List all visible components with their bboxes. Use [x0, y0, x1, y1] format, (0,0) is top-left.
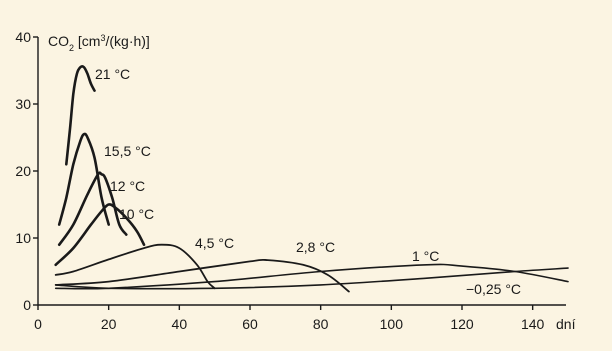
series-label: 10 °C: [119, 206, 154, 222]
x-tick-label: 0: [34, 316, 42, 332]
x-tick-label: 60: [242, 316, 258, 332]
series-label: 2,8 °C: [296, 239, 335, 255]
y-axis-title-part: CO: [48, 33, 69, 49]
series-label: 12 °C: [110, 178, 145, 194]
series-line: [54, 263, 569, 290]
axes: 0 10 20 30 40 0 20 40 60 80 100 120 140 dní CO2 [cm3/(…: [15, 29, 575, 332]
y-axis-title-part: 3: [100, 33, 105, 43]
x-tick-label: 100: [380, 316, 404, 332]
y-axis-title: CO2 [cm3/(kg·h)]: [48, 33, 150, 53]
x-axis-title: dní: [556, 316, 576, 332]
x-tick-label: 40: [172, 316, 188, 332]
series-line: [65, 65, 96, 166]
series-label: 15,5 °C: [104, 143, 151, 159]
series-line: [54, 203, 146, 267]
series-label: 4,5 °C: [195, 235, 234, 251]
y-axis-title-part: 2: [69, 43, 74, 53]
x-tick-label: 120: [450, 316, 474, 332]
labels: 21 °C 15,5 °C 12 °C 10 °C 4,5 °C 2,8 °C 1 °C −0…: [95, 66, 521, 297]
series-label: 21 °C: [95, 66, 130, 82]
x-tick-label: 140: [521, 316, 545, 332]
curves: [54, 65, 569, 293]
y-axis-title-part: /(kg·h)]: [105, 33, 149, 49]
y-tick-label: 40: [15, 29, 31, 45]
y-tick-label: 10: [15, 230, 31, 246]
y-tick-label: 20: [15, 163, 31, 179]
series-line: [54, 267, 569, 290]
series-line: [54, 258, 350, 293]
x-tick-label: 20: [101, 316, 117, 332]
x-tick-label: 80: [313, 316, 329, 332]
y-tick-label: 30: [15, 96, 31, 112]
series-label: −0,25 °C: [466, 281, 521, 297]
y-tick-label: 0: [23, 297, 31, 313]
series-line: [57, 171, 128, 246]
series-line: [54, 243, 216, 290]
y-axis-title-part: [cm: [74, 33, 100, 49]
series-label: 1 °C: [412, 248, 439, 264]
series-line: [57, 132, 110, 226]
